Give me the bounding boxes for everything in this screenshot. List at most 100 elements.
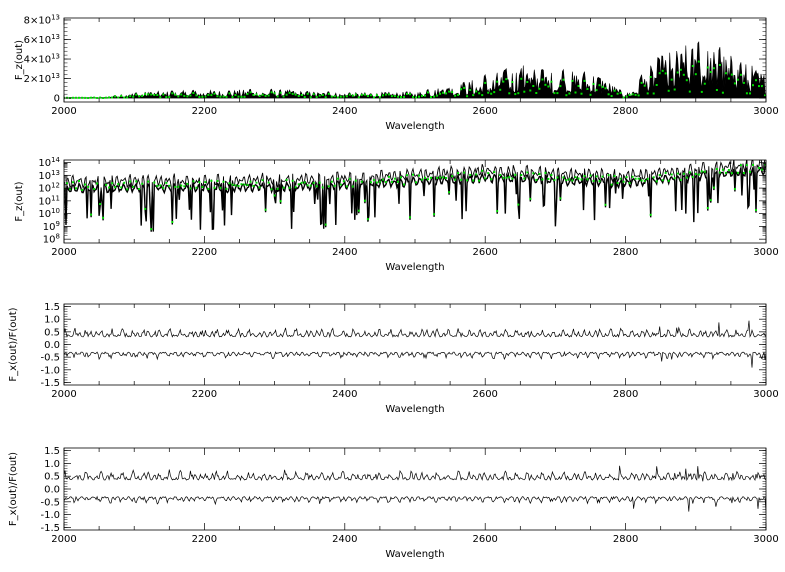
series-point (351, 185, 354, 188)
series-point (132, 185, 135, 188)
series-line-lower-branch (64, 350, 766, 368)
series-point (436, 176, 439, 179)
x-tick-label: 2000 (51, 534, 76, 545)
x-tick-label: 3000 (753, 534, 778, 545)
series-point (697, 173, 700, 176)
series-point (550, 174, 553, 176)
series-point (490, 178, 493, 181)
series-line-upper (64, 160, 766, 226)
series-point (571, 179, 574, 182)
series-point (375, 181, 378, 184)
series-point (460, 88, 463, 91)
x-tick-label: 2400 (332, 106, 357, 117)
series-point (69, 188, 71, 191)
series-point (180, 184, 183, 187)
series-point (718, 171, 721, 174)
series-point (562, 78, 565, 81)
series-point (487, 172, 490, 175)
series-point (622, 180, 625, 183)
series-point (360, 180, 363, 183)
series-point (706, 207, 709, 209)
series-point (397, 180, 399, 183)
series-point (252, 94, 255, 96)
series-point (442, 176, 445, 179)
series-point (309, 96, 312, 99)
series-point (285, 178, 288, 181)
series-point (400, 96, 402, 99)
series-point (147, 93, 150, 96)
series-point (445, 177, 448, 179)
x-tick-label: 2400 (332, 389, 357, 400)
series-point (685, 79, 688, 82)
y-tick-label: 2×1013 (24, 72, 60, 85)
series-point (541, 178, 544, 181)
series-point (387, 93, 390, 96)
series-point (93, 96, 96, 99)
series-point (225, 95, 228, 98)
series-point (475, 173, 478, 176)
series-point (183, 185, 186, 188)
series-point (105, 183, 108, 186)
series-point (90, 213, 93, 216)
series-point (463, 86, 466, 89)
series-point (526, 81, 529, 83)
series-point (156, 94, 159, 96)
series-point (454, 178, 457, 181)
series-point (755, 209, 757, 211)
series-point (568, 92, 571, 95)
series-point (517, 92, 520, 95)
series-point (631, 175, 634, 178)
series-point (141, 94, 144, 97)
series-point (243, 95, 246, 98)
series-point (703, 170, 706, 173)
series-point (390, 180, 393, 183)
series-point (589, 93, 592, 96)
series-point (234, 94, 237, 96)
series-point (216, 180, 219, 182)
series-point (318, 94, 321, 97)
series-point (246, 93, 249, 95)
series-point (652, 176, 655, 179)
series-point (703, 82, 706, 85)
panel-1: 2000 2200 2400 2600 2800 3000 0 2×1013 4×1013 6×1… (14, 13, 779, 132)
series-point (409, 216, 411, 219)
series-point (303, 181, 306, 184)
series-point (715, 89, 718, 91)
series-point (339, 183, 342, 186)
series-point (309, 184, 312, 187)
plot-frame (63, 303, 767, 386)
x-axis-label: Wavelength (385, 404, 444, 415)
series-point (538, 87, 541, 90)
series-point (216, 95, 219, 98)
series-point (448, 191, 451, 194)
series-point (709, 199, 712, 202)
series-point (372, 96, 375, 99)
series-point (294, 93, 297, 96)
series-point (649, 213, 652, 216)
series-point (538, 173, 541, 175)
series-line-lower-branch (64, 495, 766, 513)
series-point (273, 194, 276, 197)
series-point (439, 92, 442, 95)
series-point (541, 78, 544, 81)
series-point (330, 95, 333, 98)
series-point (222, 180, 225, 183)
series-point (279, 200, 282, 203)
series-point (384, 93, 387, 96)
series-point (724, 171, 727, 174)
series-point (454, 94, 457, 97)
series-point (643, 84, 646, 87)
series-point (646, 92, 649, 95)
series-point (652, 92, 655, 95)
x-tick-label: 2600 (472, 389, 497, 400)
series-point (761, 168, 763, 171)
series-point (219, 95, 222, 98)
series-point (568, 178, 571, 181)
series-point (529, 89, 532, 92)
series-point (246, 184, 249, 186)
series-point (436, 94, 439, 97)
series-point (96, 97, 99, 99)
series-point (180, 93, 183, 96)
series-point (372, 179, 375, 182)
series-point (165, 181, 168, 184)
